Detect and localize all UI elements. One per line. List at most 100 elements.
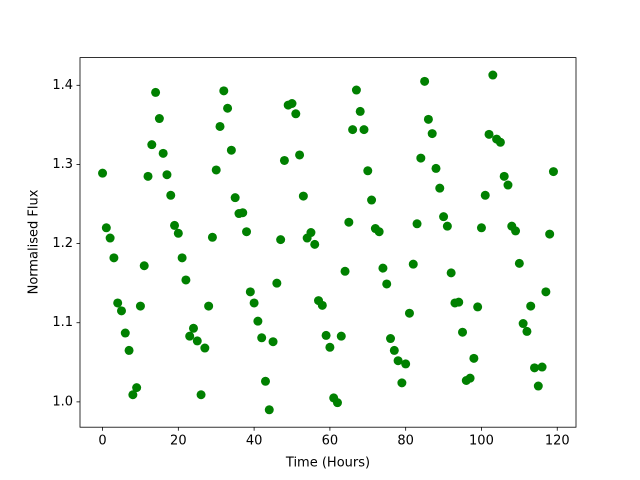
point [264,405,274,415]
point [223,103,233,113]
point [253,316,263,326]
point [359,125,369,135]
point [397,378,407,388]
point [226,145,236,155]
x-tick-label: 80 [397,434,414,449]
point [211,165,221,175]
point [166,190,176,200]
point [116,306,126,316]
point [249,298,259,308]
point [351,85,361,95]
point [514,258,524,268]
point [548,167,558,177]
point [446,268,456,278]
point [257,333,267,343]
point [135,301,145,311]
point [321,330,331,340]
point [105,233,115,243]
plot-frame [79,57,577,428]
point [147,140,157,150]
point [173,228,183,238]
point [408,259,418,269]
y-tick-label: 1.1 [52,315,73,330]
point [537,362,547,372]
point [295,150,305,160]
point [533,381,543,391]
point [196,390,206,400]
point [439,212,449,222]
point [499,171,509,181]
point [291,109,301,119]
point [177,253,187,263]
y-tick-label: 1.0 [52,394,73,409]
point [101,223,111,233]
point [389,345,399,355]
point [242,227,252,237]
y-tick-label: 1.3 [52,157,73,172]
point [336,331,346,341]
point [469,353,479,363]
point [476,223,486,233]
point [154,114,164,124]
point [325,342,335,352]
point [401,359,411,369]
point [162,170,172,180]
point [98,168,108,178]
point [109,253,119,263]
point [204,301,214,311]
y-tick-label: 1.4 [52,78,73,93]
point [386,334,396,344]
point [170,220,180,230]
point [238,208,248,218]
point [427,129,437,139]
point [374,227,384,237]
point [260,376,270,386]
point [423,114,433,124]
point [317,300,327,310]
point [522,326,532,336]
point [230,193,240,203]
point [219,86,229,96]
point [348,125,358,135]
point [454,297,464,307]
point [215,121,225,131]
point [488,70,498,80]
point [530,363,540,373]
x-tick-label: 20 [170,434,187,449]
x-tick-label: 60 [322,434,339,449]
point [495,137,505,147]
point [382,279,392,289]
point [245,287,255,297]
point [503,180,513,190]
point [306,228,316,238]
point [367,195,377,205]
point [132,383,142,393]
point [188,323,198,333]
point [420,76,430,86]
point [185,331,195,341]
point [416,153,426,163]
point [393,356,403,366]
point [378,263,388,273]
point [465,373,475,383]
point [128,390,138,400]
point [541,287,551,297]
point [310,239,320,249]
point [442,221,452,231]
point [272,278,282,288]
point [435,183,445,193]
point [412,219,422,229]
x-axis-label: Time (Hours) [285,456,370,471]
y-tick-label: 1.2 [52,236,73,251]
x-tick-label: 40 [246,434,263,449]
point [192,336,202,346]
point [484,129,494,139]
point [158,148,168,158]
point [276,235,286,245]
point [143,171,153,181]
x-tick-label: 100 [469,434,494,449]
point [511,226,521,236]
y-axis-label: Normalised Flux [27,189,42,294]
